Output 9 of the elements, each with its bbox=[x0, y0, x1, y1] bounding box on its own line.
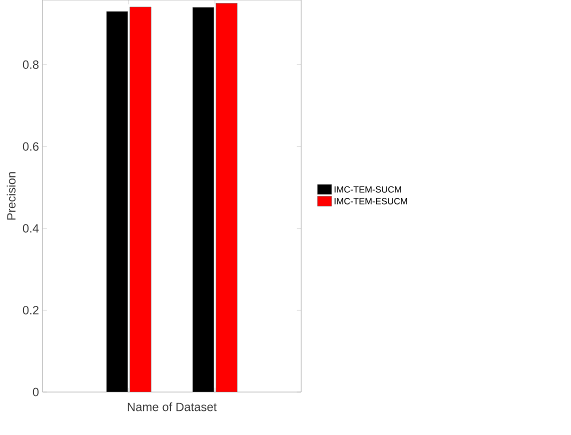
y-tick-label: 0.6 bbox=[22, 142, 39, 151]
y-tick-label: 0 bbox=[32, 388, 39, 396]
y-axis-title: Precision bbox=[6, 172, 16, 220]
legend-label: IMC-TEM-ESUCM bbox=[334, 198, 407, 205]
x-axis-title: Name of Dataset bbox=[128, 402, 217, 412]
y-tick-label: 0.4 bbox=[22, 224, 39, 233]
legend-label: IMC-TEM-SUCM bbox=[334, 186, 401, 193]
y-tick-label: 0.2 bbox=[22, 306, 38, 315]
y-tick-label: 0.8 bbox=[22, 60, 39, 70]
